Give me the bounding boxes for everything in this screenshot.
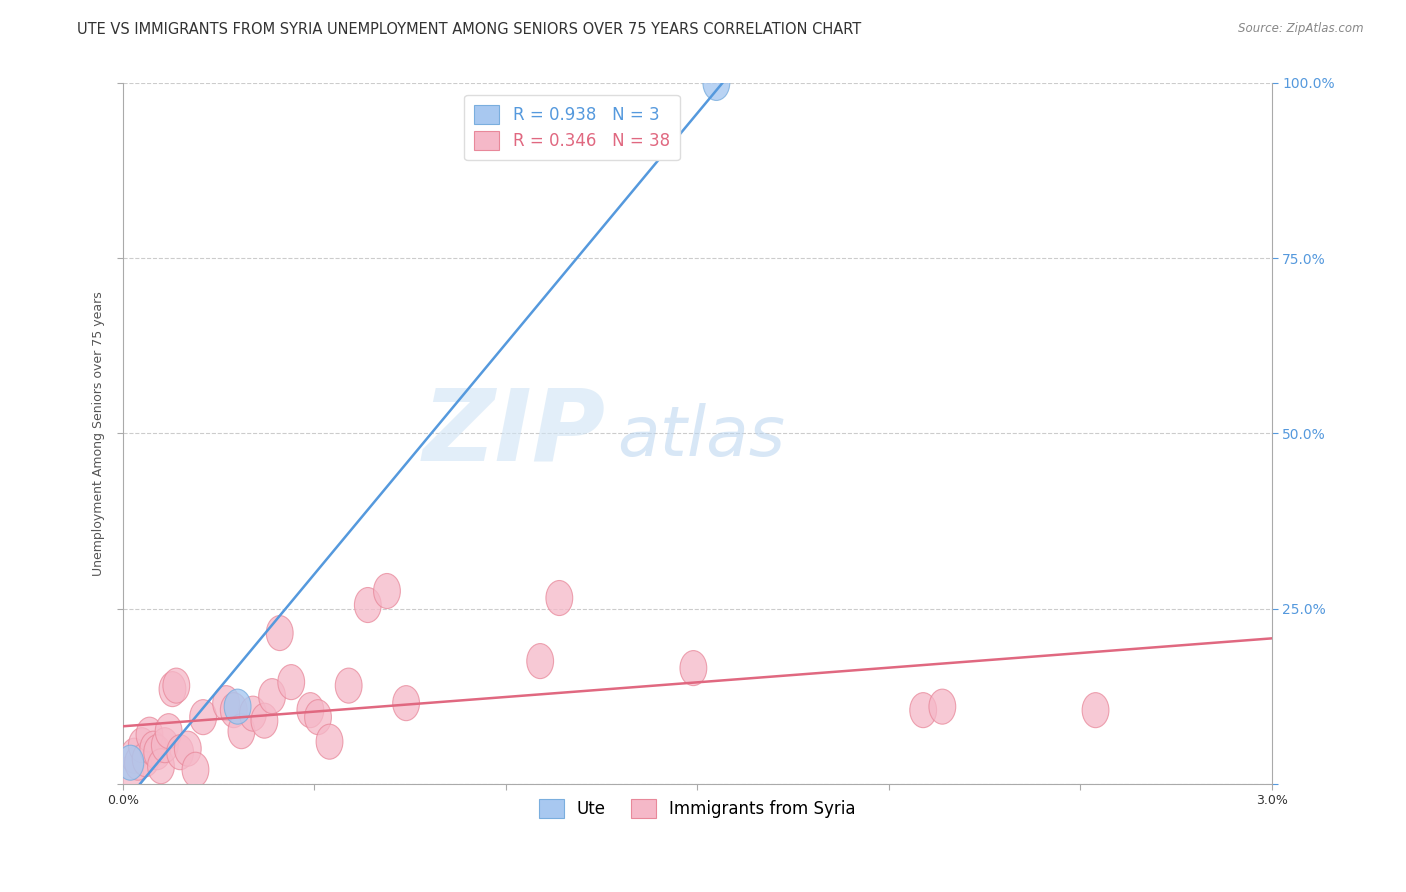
Text: atlas: atlas xyxy=(617,403,785,470)
Ellipse shape xyxy=(527,643,554,679)
Ellipse shape xyxy=(259,679,285,714)
Ellipse shape xyxy=(316,724,343,759)
Ellipse shape xyxy=(239,696,266,731)
Ellipse shape xyxy=(117,745,143,780)
Ellipse shape xyxy=(546,581,572,615)
Legend: Ute, Immigrants from Syria: Ute, Immigrants from Syria xyxy=(531,792,862,824)
Ellipse shape xyxy=(152,728,179,763)
Ellipse shape xyxy=(163,668,190,703)
Ellipse shape xyxy=(148,748,174,784)
Text: UTE VS IMMIGRANTS FROM SYRIA UNEMPLOYMENT AMONG SENIORS OVER 75 YEARS CORRELATIO: UTE VS IMMIGRANTS FROM SYRIA UNEMPLOYMEN… xyxy=(77,22,862,37)
Ellipse shape xyxy=(174,731,201,766)
Ellipse shape xyxy=(190,699,217,735)
Ellipse shape xyxy=(266,615,292,650)
Ellipse shape xyxy=(703,65,730,101)
Ellipse shape xyxy=(159,672,186,706)
Ellipse shape xyxy=(278,665,305,699)
Ellipse shape xyxy=(121,739,148,773)
Text: ZIP: ZIP xyxy=(422,384,605,482)
Ellipse shape xyxy=(155,714,181,748)
Ellipse shape xyxy=(1083,692,1109,728)
Ellipse shape xyxy=(128,728,155,763)
Ellipse shape xyxy=(117,756,143,790)
Ellipse shape xyxy=(143,735,170,770)
Ellipse shape xyxy=(910,692,936,728)
Ellipse shape xyxy=(374,574,401,608)
Ellipse shape xyxy=(929,690,956,724)
Ellipse shape xyxy=(392,686,419,721)
Ellipse shape xyxy=(132,741,159,777)
Ellipse shape xyxy=(228,714,254,748)
Ellipse shape xyxy=(221,692,247,728)
Ellipse shape xyxy=(125,745,152,780)
Y-axis label: Unemployment Among Seniors over 75 years: Unemployment Among Seniors over 75 years xyxy=(93,291,105,575)
Text: Source: ZipAtlas.com: Source: ZipAtlas.com xyxy=(1239,22,1364,36)
Ellipse shape xyxy=(212,686,239,721)
Ellipse shape xyxy=(297,692,323,728)
Ellipse shape xyxy=(335,668,363,703)
Ellipse shape xyxy=(224,690,252,724)
Ellipse shape xyxy=(167,735,194,770)
Ellipse shape xyxy=(681,650,707,686)
Ellipse shape xyxy=(305,699,332,735)
Ellipse shape xyxy=(252,703,278,739)
Ellipse shape xyxy=(136,717,163,752)
Ellipse shape xyxy=(354,588,381,623)
Ellipse shape xyxy=(181,752,209,788)
Ellipse shape xyxy=(141,731,167,766)
